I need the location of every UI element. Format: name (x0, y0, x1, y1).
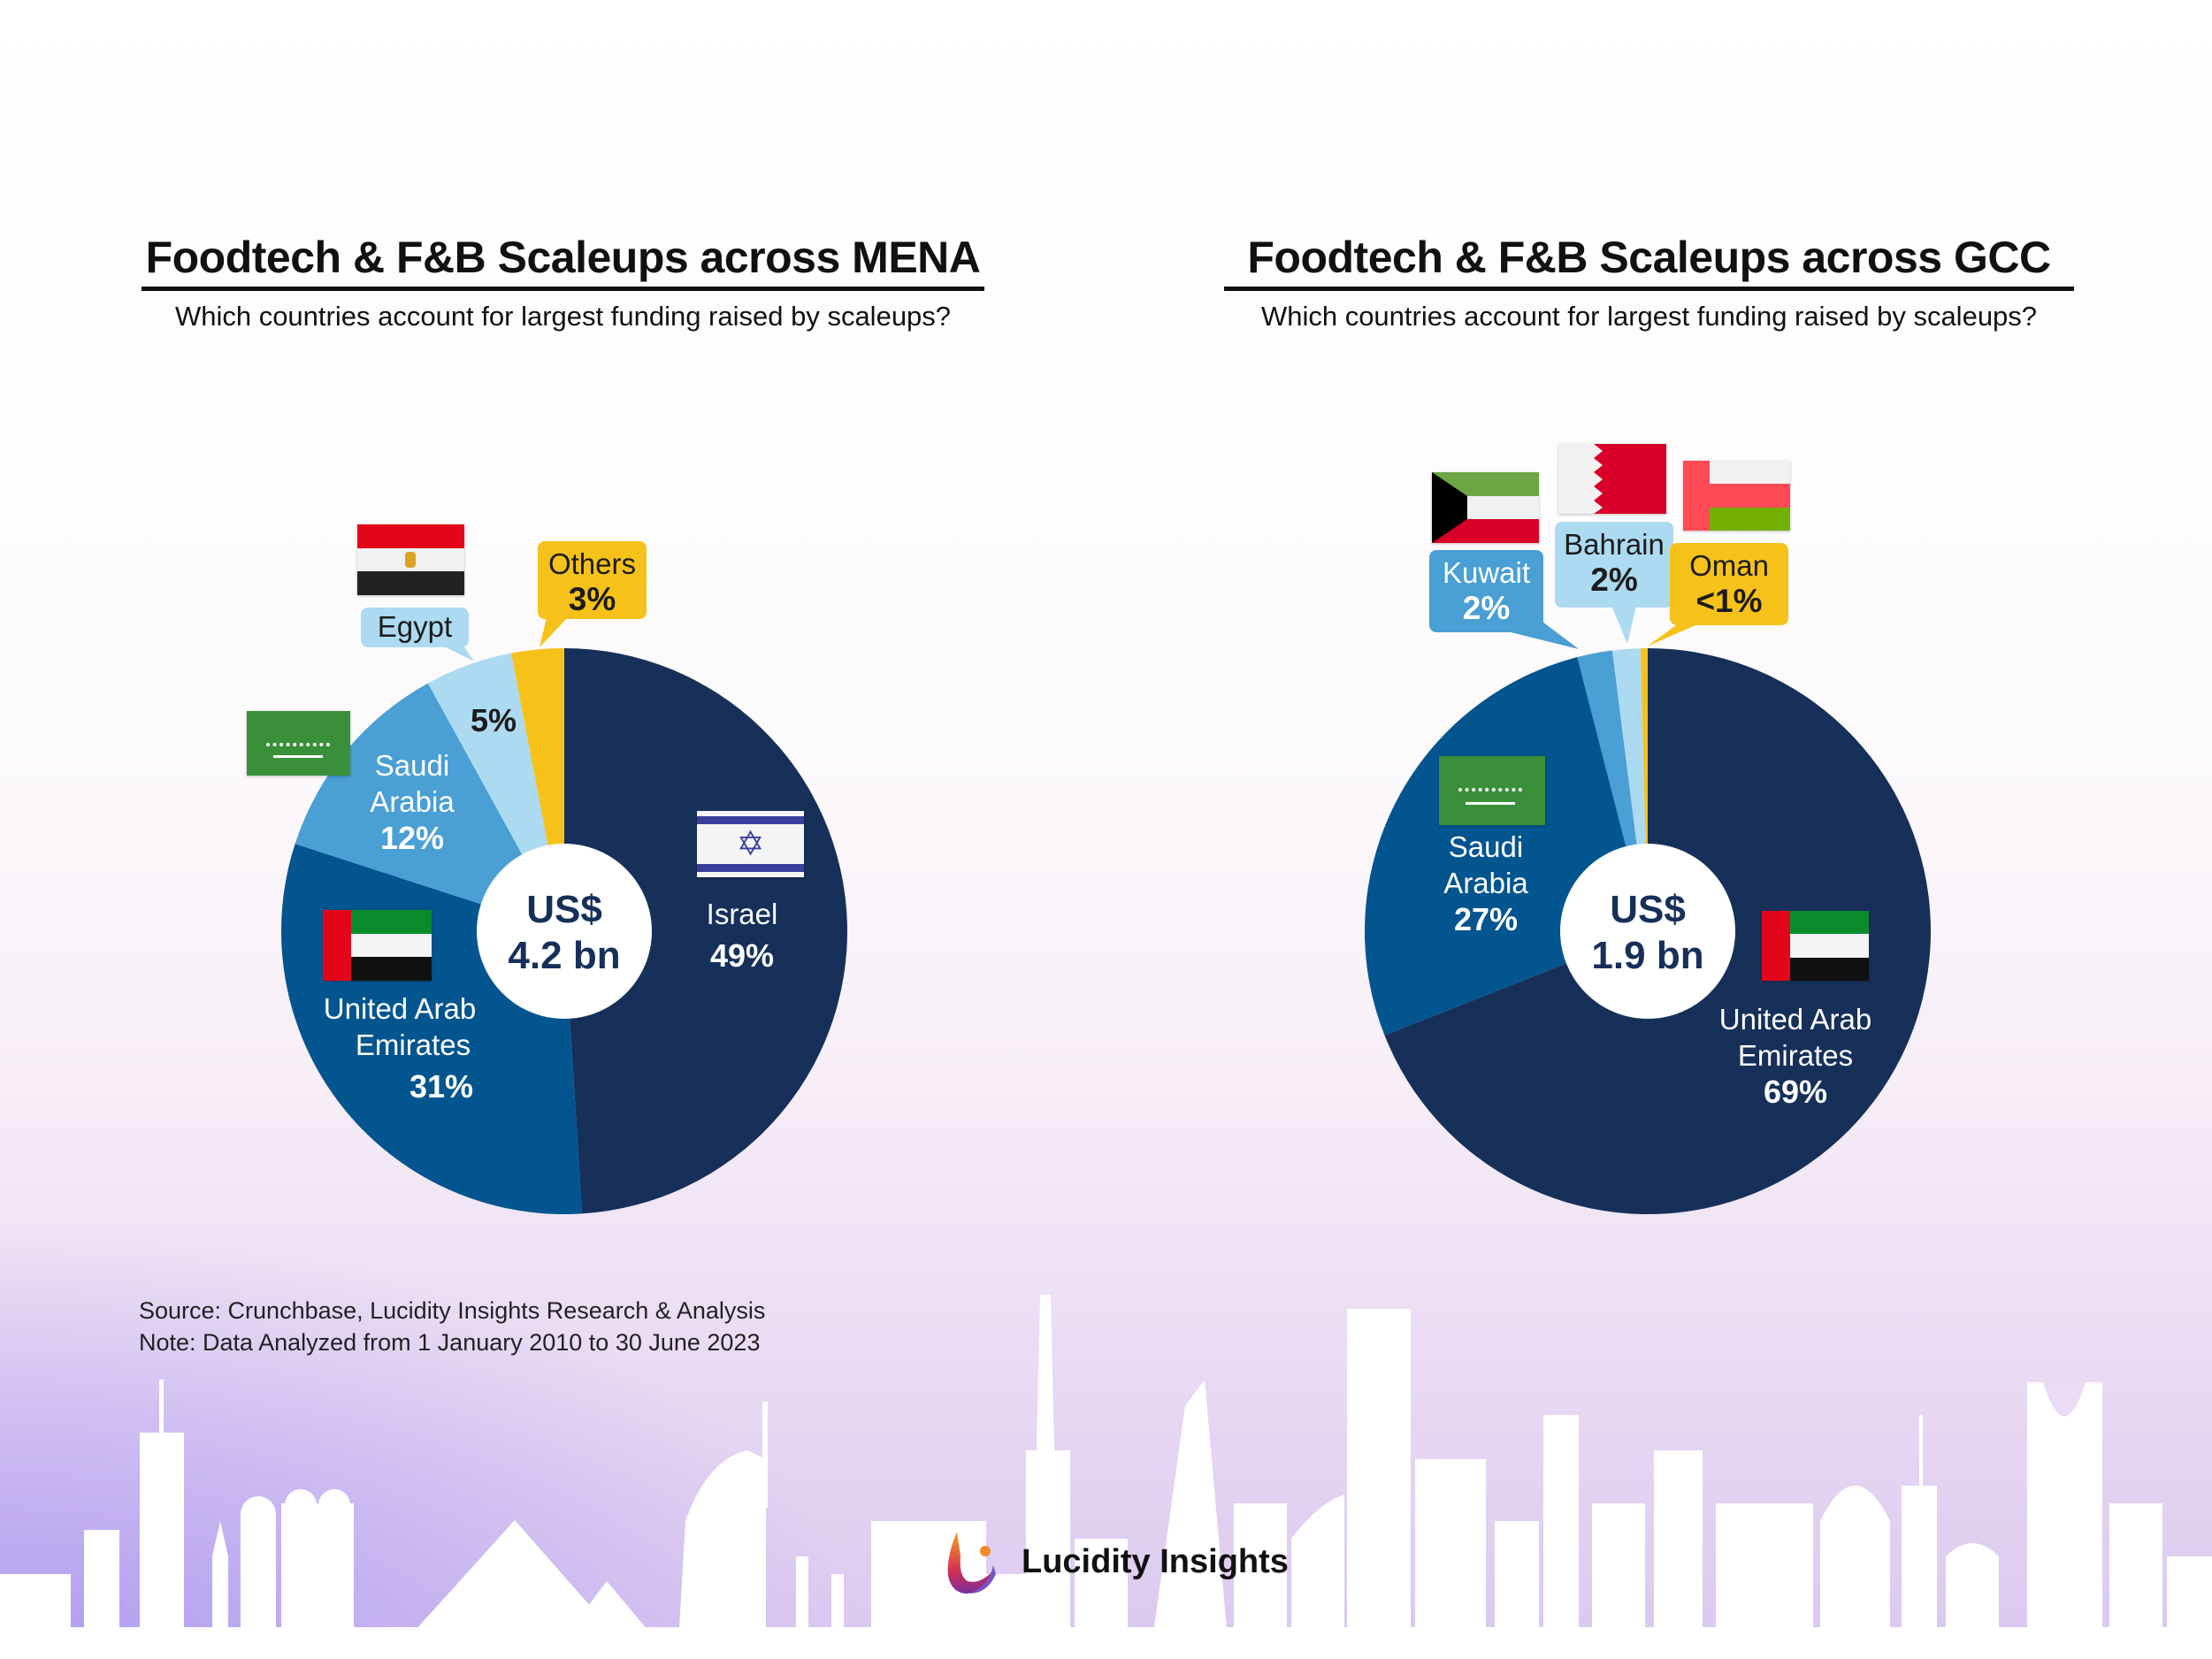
bahrain-callout-pointer (1611, 606, 1636, 644)
currency-label: US$ (1610, 888, 1686, 931)
egypt-callout: Egypt (361, 608, 469, 647)
oman-flag-icon (1683, 461, 1790, 531)
mena-total-label: US$ 4.2 bn (508, 887, 620, 979)
right-title-underline (1224, 287, 2074, 291)
label-line: Arabia (1443, 867, 1528, 899)
bahrain-callout: Bahrain 2% (1555, 522, 1673, 608)
right-chart-title: Foodtech & F&B Scaleups across GCC (1247, 233, 2051, 282)
total-value: 4.2 bn (508, 934, 621, 977)
currency-label: US$ (526, 888, 602, 931)
label-line: Saudi (374, 749, 450, 782)
label-line: Saudi (1448, 830, 1524, 863)
label-line: United Arab (1718, 1003, 1872, 1036)
israel-label: Israel (706, 898, 778, 930)
gcc-uae-label: United Arab Emirates 69% (1719, 1001, 1871, 1110)
left-chart-subtitle: Which countries account for largest fund… (174, 301, 952, 332)
others-callout-pointer (540, 617, 568, 647)
lucidity-logo-icon (947, 1532, 996, 1594)
pie-center-hole (1560, 844, 1735, 1019)
mena-uae-label: United Arab Emirates 31% (324, 990, 476, 1105)
oman-callout-pointer (1647, 619, 1700, 646)
uae-pct: 69% (1763, 1074, 1828, 1110)
label-line: Emirates (355, 1028, 471, 1061)
uae-flag-icon (323, 910, 432, 981)
saudi-pct: 12% (379, 820, 445, 856)
egypt-pct: 5% (470, 702, 517, 738)
saudi-flag-icon (247, 711, 350, 776)
total-value: 1.9 bn (1591, 934, 1704, 977)
gcc-saudi-label: Saudi Arabia 27% (1443, 829, 1527, 937)
egypt-label: Egypt (377, 610, 453, 643)
bahrain-pct: 2% (1590, 562, 1638, 598)
oman-label: Oman (1689, 549, 1769, 582)
saudi-pct: 27% (1453, 901, 1519, 937)
egypt-flag-icon (357, 524, 464, 595)
oman-callout: Oman <1% (1670, 543, 1788, 625)
uae-flag-icon (1762, 911, 1869, 981)
others-label: Others (547, 547, 637, 580)
others-callout: Others 3% (538, 541, 647, 619)
bahrain-label: Bahrain (1564, 528, 1665, 561)
kuwait-pct: 2% (1462, 590, 1511, 626)
mena-saudi-label: Saudi Arabia 12% (370, 747, 454, 856)
uae-pct: 31% (409, 1068, 474, 1105)
left-title-underline (142, 287, 984, 291)
source-note: Source: Crunchbase, Lucidity Insights Re… (139, 1295, 765, 1358)
left-chart-title: Foodtech & F&B Scaleups across MENA (145, 233, 981, 282)
label-line: Emirates (1737, 1039, 1854, 1072)
israel-flag-icon: ✡ (697, 811, 804, 877)
label-line: United Arab (323, 992, 477, 1025)
egypt-callout-pointer (442, 646, 474, 661)
saudi-flag-icon (1439, 756, 1545, 825)
kuwait-label: Kuwait (1442, 556, 1531, 589)
gcc-pie (1365, 648, 1931, 1215)
pie-slice-saudi-arabia (295, 683, 564, 931)
label-line: Arabia (370, 785, 455, 818)
others-pct: 3% (568, 581, 616, 617)
pie-slice-israel (564, 648, 848, 1214)
gcc-total-label: US$ 1.9 bn (1591, 887, 1703, 979)
pie-center-hole (477, 844, 652, 1019)
kuwait-flag-icon (1432, 472, 1539, 543)
brand-name: Lucidity Insights (1022, 1543, 1289, 1580)
mena-israel-label: Israel 49% (707, 896, 778, 974)
kuwait-callout: Kuwait 2% (1429, 550, 1543, 632)
source-text: Source: Crunchbase, Lucidity Insights Re… (139, 1297, 766, 1324)
right-chart-subtitle: Which countries account for largest fund… (1260, 301, 2038, 332)
date-range-note: Note: Data Analyzed from 1 January 2010 … (139, 1329, 761, 1356)
israel-pct: 49% (709, 937, 775, 974)
bahrain-flag-icon (1558, 444, 1666, 514)
oman-pct: <1% (1695, 583, 1763, 619)
